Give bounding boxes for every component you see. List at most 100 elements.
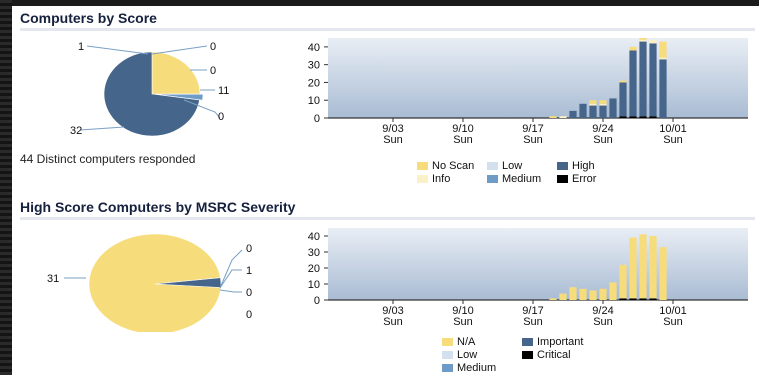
bar-na-9-24 — [599, 288, 607, 300]
pie-label: 1 — [78, 41, 84, 53]
x-tick-day: Sun — [523, 134, 543, 146]
y-tick-label: 20 — [308, 77, 320, 89]
y-tick-label: 0 — [314, 113, 320, 125]
bar-noscan-9-27 — [629, 46, 637, 51]
pie-slice-na — [88, 233, 222, 332]
y-tick-label: 30 — [308, 247, 320, 259]
legend-item-info: Info — [417, 173, 450, 185]
pie-leader-line — [86, 45, 149, 55]
legend-item-na: N/A — [442, 336, 475, 348]
bar-info-9-28 — [639, 39, 647, 42]
x-tick-date: 9/10 — [452, 123, 473, 135]
legend-swatch — [417, 162, 428, 171]
x-tick-day: Sun — [383, 316, 403, 328]
x-tick-date: 9/03 — [382, 305, 403, 317]
bar-na-9-21 — [569, 287, 577, 300]
legend-swatch — [417, 175, 428, 184]
bar-error-9-27 — [629, 116, 637, 118]
legend-swatch — [442, 351, 453, 360]
section-title-computers-by-score: Computers by Score — [20, 10, 157, 26]
bar-noscan-9-23 — [589, 100, 597, 104]
responded-count: 44 Distinct computers responded — [20, 152, 196, 166]
pie-label: 0 — [210, 41, 216, 53]
bar-high-9-27 — [629, 50, 637, 117]
bar-noscan-9-19 — [549, 116, 557, 118]
bar-na-9-26 — [619, 264, 627, 299]
legend-label: Error — [572, 173, 597, 185]
pie-label: 0 — [210, 65, 216, 77]
legend-item-noscan: No Scan — [417, 160, 474, 172]
x-tick-day: Sun — [383, 134, 403, 146]
bar-na-9-29 — [649, 236, 657, 299]
legend-swatch — [487, 175, 498, 184]
score-legend: No Scan Info Low Medium High Error — [417, 160, 617, 190]
x-tick-day: Sun — [453, 316, 473, 328]
x-tick-day: Sun — [453, 134, 473, 146]
legend-label: N/A — [457, 336, 476, 348]
legend-swatch — [442, 364, 453, 373]
y-tick-label: 10 — [308, 95, 320, 107]
legend-item-low: Low — [442, 349, 477, 361]
pie-leader-line — [183, 99, 221, 119]
bar-error-9-28 — [639, 116, 647, 118]
pie-leader-line — [219, 289, 242, 293]
x-tick-date: 9/17 — [522, 123, 543, 135]
y-tick-label: 20 — [308, 263, 320, 275]
legend-label: Important — [537, 336, 584, 348]
x-tick-date: 10/01 — [659, 305, 687, 317]
x-tick-day: Sun — [523, 316, 543, 328]
score-bar-chart: 4030201009/03Sun9/10Sun9/17Sun9/24Sun10/… — [308, 38, 748, 146]
pie-slice-noscan — [151, 51, 201, 95]
pie-label: 0 — [246, 243, 252, 255]
legend-label: High — [572, 160, 595, 172]
legend-swatch — [487, 162, 498, 171]
legend-swatch — [522, 338, 533, 347]
legend-item-medium: Medium — [487, 173, 541, 185]
severity-bar-chart: 4030201009/03Sun9/10Sun9/17Sun9/24Sun10/… — [308, 228, 748, 328]
pie-label: 0 — [246, 287, 252, 299]
bar-info-9-29 — [649, 39, 657, 44]
legend-label: Low — [457, 349, 478, 361]
pie-leader-line — [151, 45, 208, 55]
bar-noscan-9-24 — [599, 100, 607, 104]
legend-item-error: Error — [557, 173, 596, 185]
bar-high-9-23 — [589, 105, 597, 118]
bar-na-9-28 — [639, 234, 647, 299]
legend-swatch — [522, 351, 533, 360]
y-tick-label: 30 — [308, 60, 320, 72]
bar-high-9-25 — [609, 98, 617, 118]
section-divider — [20, 28, 755, 31]
pie-label: 31 — [47, 273, 59, 285]
severity-legend: N/A Low Medium Important Critical — [442, 336, 642, 374]
x-tick-day: Sun — [593, 134, 613, 146]
bar-high-9-24 — [599, 105, 607, 118]
x-tick-date: 9/24 — [592, 123, 613, 135]
bar-high-9-30 — [659, 59, 667, 118]
x-tick-date: 9/24 — [592, 305, 613, 317]
legend-swatch — [557, 175, 568, 184]
legend-label: Medium — [502, 173, 542, 185]
bar-info-9-24 — [599, 103, 607, 106]
bar-critical-9-28 — [639, 298, 647, 300]
x-tick-day: Sun — [593, 316, 613, 328]
bar-info-9-30 — [659, 57, 667, 60]
bar-noscan-9-26 — [619, 80, 627, 83]
bar-high-9-28 — [639, 41, 647, 117]
bar-critical-9-29 — [649, 298, 657, 300]
bar-high-9-29 — [649, 43, 657, 117]
bar-noscan-9-28 — [639, 38, 647, 40]
bar-na-9-23 — [589, 290, 597, 300]
legend-item-important: Important — [522, 336, 583, 348]
legend-swatch — [442, 338, 453, 347]
legend-label: Low — [502, 160, 523, 172]
y-tick-label: 40 — [308, 231, 320, 243]
bar-info-9-20 — [559, 116, 567, 118]
legend-item-low: Low — [487, 160, 522, 172]
pie-slice-high — [103, 51, 200, 137]
legend-label: Info — [432, 173, 451, 185]
x-tick-day: Sun — [663, 316, 683, 328]
window-edge — [0, 0, 12, 375]
y-tick-label: 40 — [308, 42, 320, 54]
legend-label: Critical — [537, 349, 571, 361]
